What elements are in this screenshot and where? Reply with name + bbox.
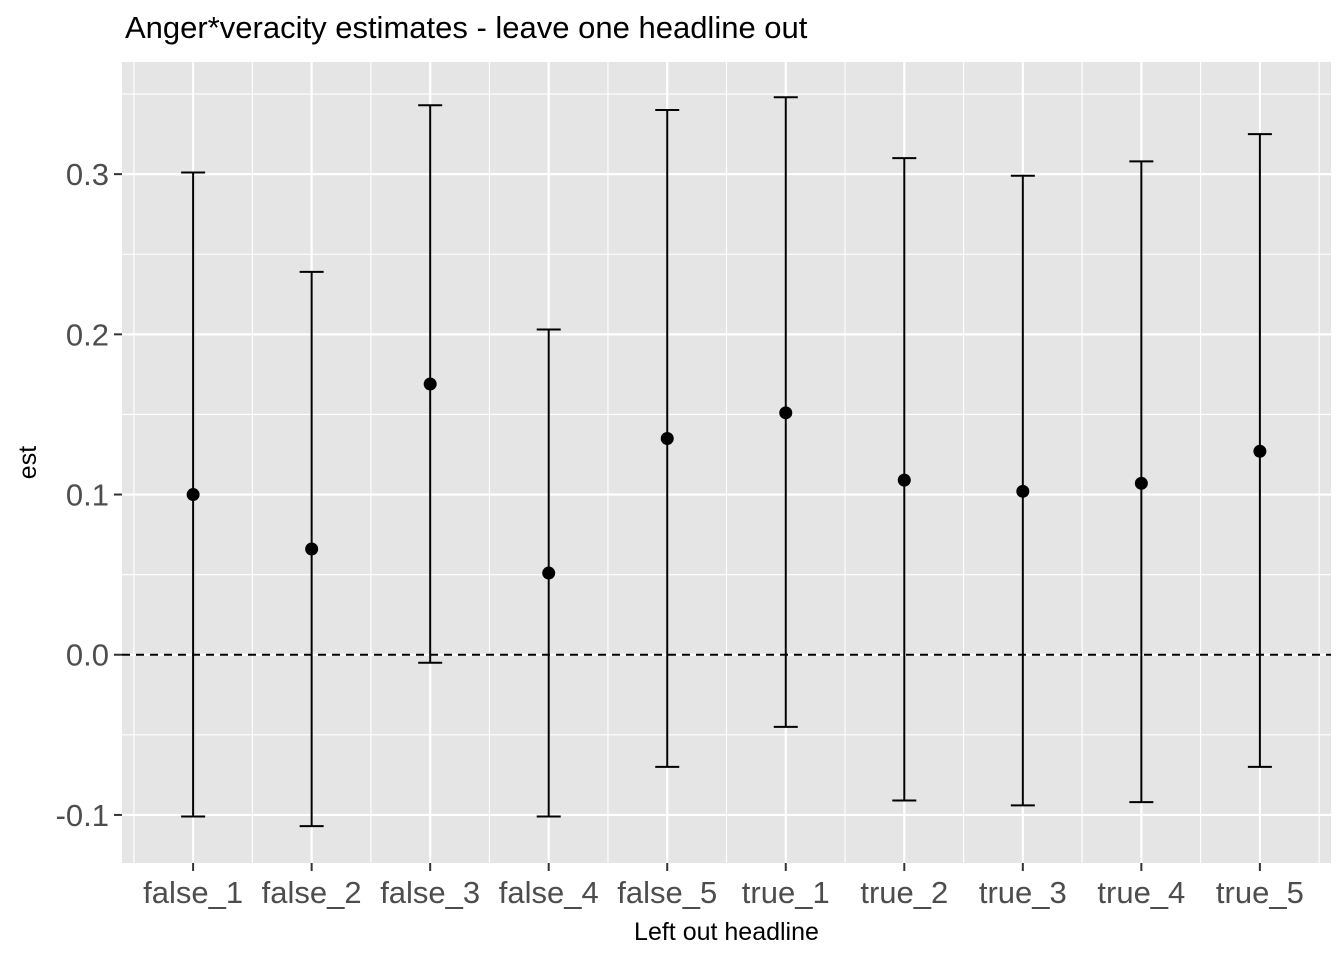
estimate-point <box>423 377 437 391</box>
x-tick-label: true_1 <box>742 875 830 910</box>
y-tick-label: 0.3 <box>66 157 109 192</box>
x-tick-label: false_3 <box>380 875 480 910</box>
x-axis-title: Left out headline <box>634 918 819 946</box>
estimate-point <box>1134 476 1148 490</box>
y-tick-label: 0.1 <box>66 478 109 513</box>
y-tick-label: 0.2 <box>66 317 109 352</box>
estimate-points <box>186 377 1267 580</box>
y-axis: -0.1 0.0 0.1 0.2 0.3 <box>56 157 122 833</box>
y-tick-label: 0.0 <box>66 638 109 673</box>
x-tick-label: false_1 <box>143 875 243 910</box>
x-tick-label: false_5 <box>617 875 717 910</box>
y-tick-label: -0.1 <box>56 798 109 833</box>
x-tick-label: true_4 <box>1097 875 1185 910</box>
estimate-point <box>779 406 793 420</box>
estimate-point <box>897 473 911 487</box>
grid-minor <box>122 62 1331 863</box>
estimate-point <box>542 566 556 580</box>
estimate-point <box>1253 444 1267 458</box>
y-axis-title: est <box>14 446 42 479</box>
x-tick-label: true_3 <box>979 875 1067 910</box>
estimate-point <box>660 431 674 445</box>
estimate-point <box>1016 484 1030 498</box>
estimate-point <box>305 542 319 556</box>
x-tick-label: false_2 <box>262 875 362 910</box>
x-tick-label: true_2 <box>860 875 948 910</box>
x-axis: false_1 false_2 false_3 false_4 false_5 true_… <box>143 863 1304 910</box>
chart-title: Anger*veracity estimates - leave one hea… <box>125 10 808 45</box>
x-tick-label: false_4 <box>499 875 599 910</box>
estimate-point <box>186 488 200 502</box>
x-tick-label: true_5 <box>1216 875 1304 910</box>
